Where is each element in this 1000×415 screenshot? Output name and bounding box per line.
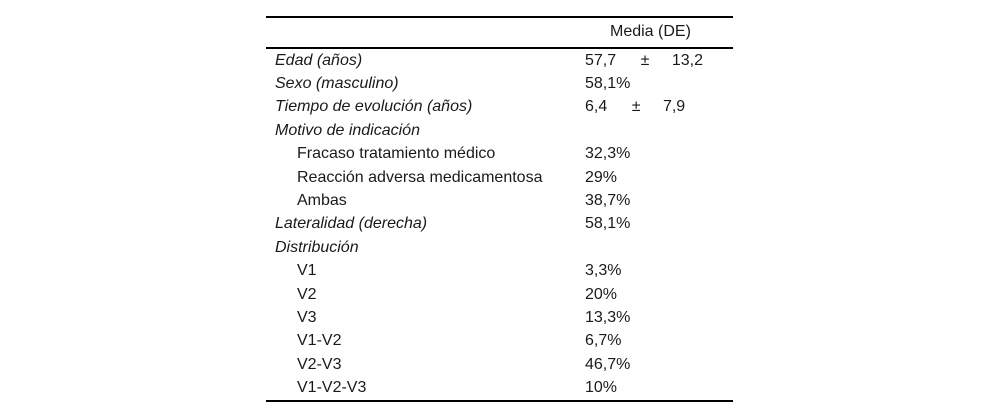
row-value: 6,7% — [585, 332, 733, 350]
table-row-edad: Edad (años) 57,7 ± 13,2 — [266, 49, 733, 72]
row-label: V1 — [297, 262, 317, 280]
column-header-media-de: Media (DE) — [610, 23, 691, 40]
row-value: 46,7% — [585, 356, 733, 374]
table-bottom-rule — [266, 399, 733, 402]
value-sd: 7,9 — [662, 98, 686, 116]
value-percent: 3,3% — [585, 262, 622, 280]
row-label: V1-V2 — [297, 332, 342, 350]
value-percent: 58,1% — [585, 75, 631, 93]
row-label: Tiempo de evolución (años) — [275, 98, 473, 116]
row-label: V3 — [297, 308, 317, 326]
plus-minus-sign: ± — [640, 51, 650, 69]
row-value: 20% — [585, 286, 733, 304]
row-label: Fracaso tratamiento médico — [297, 145, 496, 163]
value-percent: 29% — [585, 168, 618, 186]
plus-minus-sign: ± — [631, 98, 641, 116]
row-value: 6,4 ± 7,9 — [585, 98, 733, 116]
row-value: 29% — [585, 169, 733, 187]
table-row-motivo-indicacion: Motivo de indicación — [266, 119, 733, 142]
table-row-v2-v3: V2-V3 46,7% — [266, 353, 733, 376]
table-header-rule — [266, 46, 733, 49]
row-value: 57,7 ± 13,2 — [585, 52, 733, 70]
row-value: 58,1% — [585, 75, 733, 93]
table-row-v1-v2-v3: V1-V2-V3 10% — [266, 376, 733, 399]
row-value: 13,3% — [585, 309, 733, 327]
table-row-lateralidad: Lateralidad (derecha) 58,1% — [266, 213, 733, 236]
row-label: Edad (años) — [275, 51, 363, 69]
table-header-row: Media (DE) — [266, 18, 733, 47]
row-label: V2-V3 — [297, 355, 342, 373]
value-percent: 10% — [585, 379, 618, 397]
value-percent: 58,1% — [585, 215, 631, 233]
value-percent: 20% — [585, 285, 618, 303]
table-row-v1-v2: V1-V2 6,7% — [266, 330, 733, 353]
row-value: 3,3% — [585, 262, 733, 280]
row-label: Ambas — [297, 192, 347, 210]
value-percent: 38,7% — [585, 192, 631, 210]
row-label: V2 — [297, 285, 317, 303]
value-percent: 46,7% — [585, 355, 631, 373]
row-value: 32,3% — [585, 145, 733, 163]
table-body: Edad (años) 57,7 ± 13,2 Sexo (masculino)… — [266, 49, 733, 400]
table-row-ambas: Ambas 38,7% — [266, 189, 733, 212]
value-percent: 13,3% — [585, 308, 631, 326]
table-row-reaccion-adversa: Reacción adversa medicamentosa 29% — [266, 166, 733, 189]
row-label: Distribución — [275, 238, 359, 256]
row-value: 38,7% — [585, 192, 733, 210]
table-row-distribucion: Distribución — [266, 236, 733, 259]
row-label: V1-V2-V3 — [297, 379, 367, 397]
row-label: Sexo (masculino) — [275, 75, 399, 93]
value-mean: 6,4 — [585, 98, 608, 116]
row-label: Reacción adversa medicamentosa — [297, 168, 543, 186]
summary-table: Media (DE) Edad (años) 57,7 ± 13,2 Sexo … — [266, 16, 733, 402]
table-row-v2: V2 20% — [266, 283, 733, 306]
row-value: 10% — [585, 379, 733, 397]
row-label: Lateralidad (derecha) — [275, 215, 428, 233]
value-percent: 6,7% — [585, 332, 622, 350]
table-row-v3: V3 13,3% — [266, 306, 733, 329]
table-row-fracaso-tratamiento: Fracaso tratamiento médico 32,3% — [266, 143, 733, 166]
table-row-sexo: Sexo (masculino) 58,1% — [266, 72, 733, 95]
row-label: Motivo de indicación — [275, 121, 420, 139]
table-top-rule — [266, 16, 733, 18]
value-percent: 32,3% — [585, 145, 631, 163]
table-row-tiempo-evolucion: Tiempo de evolución (años) 6,4 ± 7,9 — [266, 96, 733, 119]
value-mean: 57,7 — [585, 51, 617, 69]
row-value: 58,1% — [585, 215, 733, 233]
table-row-v1: V1 3,3% — [266, 260, 733, 283]
value-sd: 13,2 — [671, 51, 703, 69]
